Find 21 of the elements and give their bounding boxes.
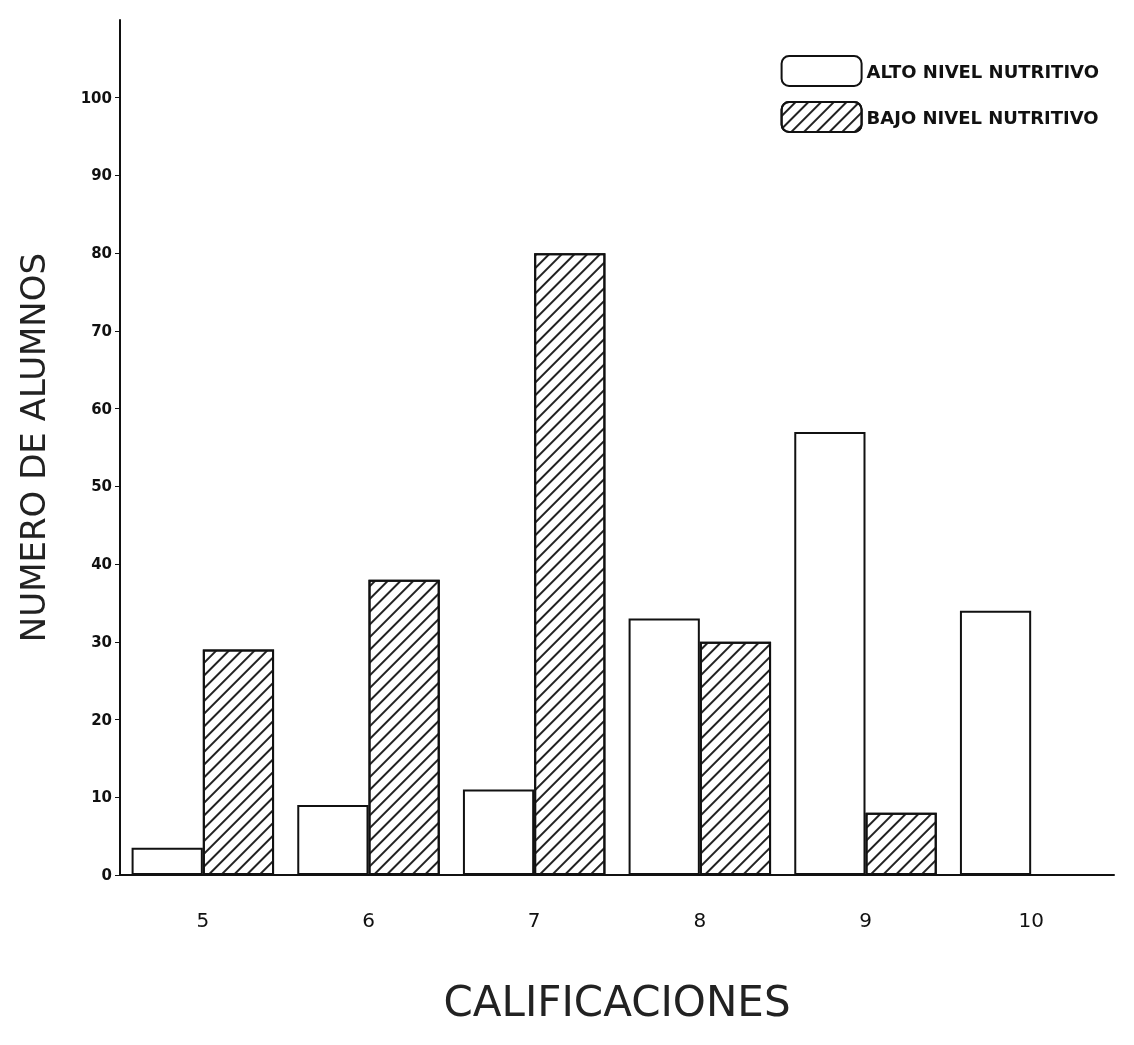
y-tick-label: 10 [91, 788, 112, 807]
x-tick-label: 5 [196, 908, 210, 932]
y-tick-label: 0 [101, 866, 112, 884]
legend-label: ALTO NIVEL NUTRITIVO [866, 60, 1100, 82]
y-tick-label: 60 [91, 399, 112, 418]
y-axis-title: NUMERO DE ALUMNOS [13, 252, 53, 643]
x-tick-label: 8 [693, 908, 707, 932]
x-axis-title: CALIFICACIONES [443, 976, 791, 1026]
x-tick-label: 6 [362, 908, 375, 932]
y-tick-label: 70 [91, 321, 112, 340]
y-tick-label: 90 [91, 166, 112, 185]
y-tick-label: 50 [91, 477, 112, 496]
y-tick-label: 40 [91, 555, 112, 574]
x-tick-label: 10 [1018, 908, 1044, 932]
x-tick-label: 9 [859, 908, 872, 932]
y-tick-label: 20 [91, 710, 112, 729]
x-tick-label: 7 [527, 908, 541, 932]
y-tick-label: 100 [80, 88, 112, 107]
legend-label: BAJO NIVEL NUTRITIVO [866, 106, 1099, 128]
y-tick-label: 80 [91, 244, 112, 263]
y-tick-label: 30 [91, 632, 112, 651]
